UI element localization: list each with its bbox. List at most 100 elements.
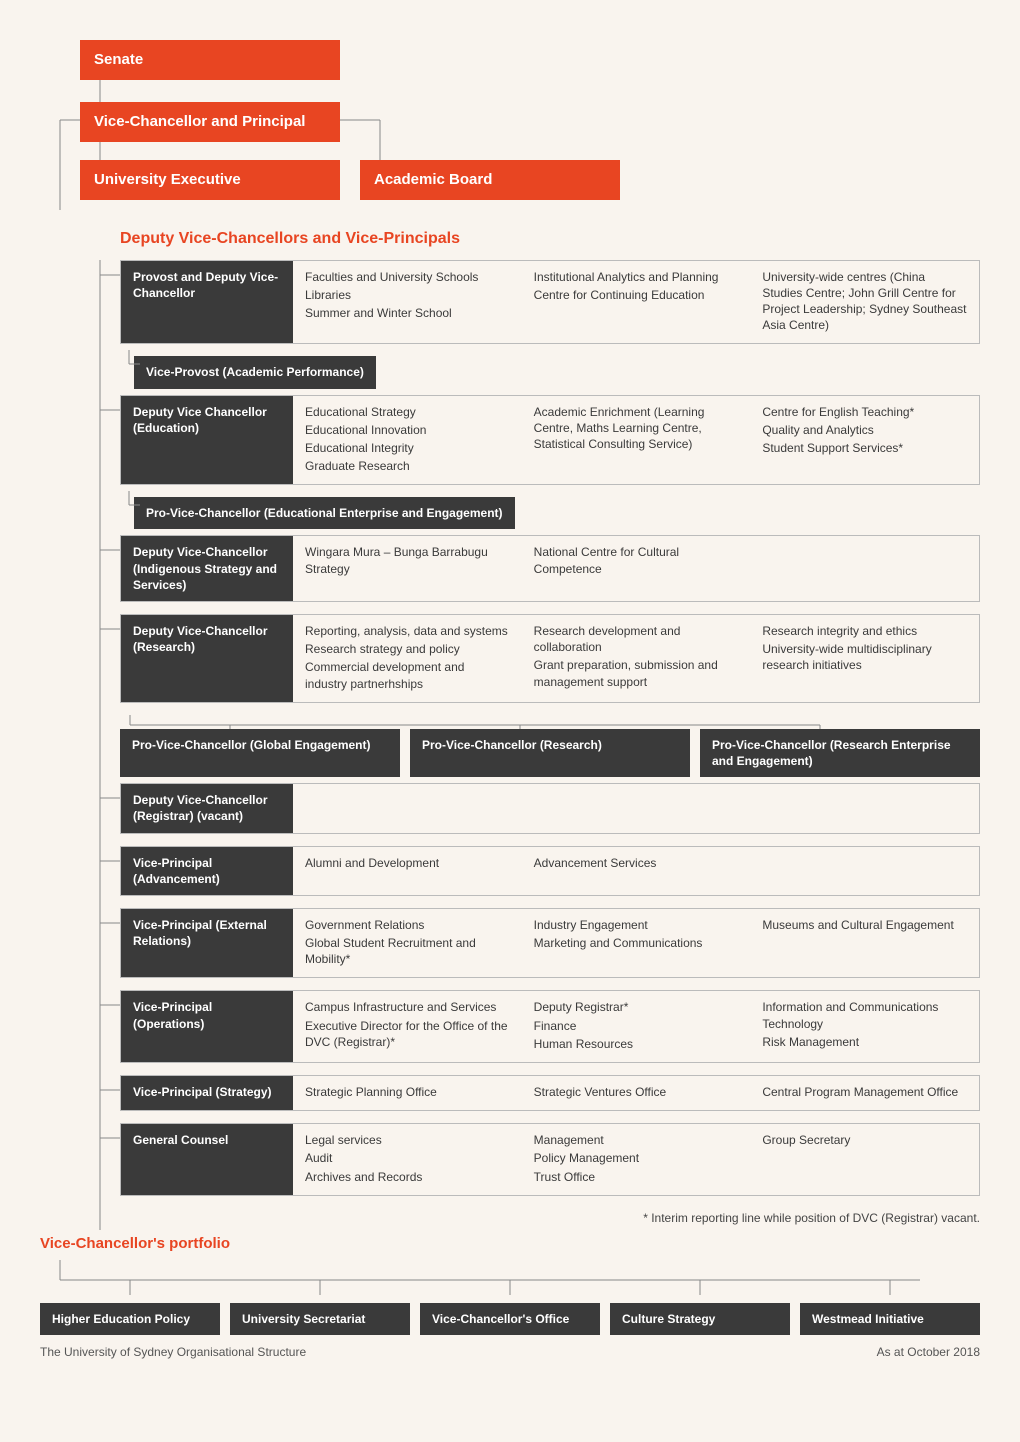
- col-item: Student Support Services*: [762, 440, 967, 456]
- sub-title: Pro-Vice-Chancellor (Educational Enterpr…: [134, 497, 515, 529]
- col-item: Deputy Registrar*: [534, 999, 739, 1015]
- row-col: Research integrity and ethicsUniversity-…: [750, 615, 979, 702]
- col-item: Risk Management: [762, 1034, 967, 1050]
- col-item: Educational Strategy: [305, 404, 510, 420]
- col-item: Group Secretary: [762, 1132, 967, 1148]
- col-item: Quality and Analytics: [762, 422, 967, 438]
- col-item: Wingara Mura – Bunga Barrabugu Strategy: [305, 544, 510, 576]
- row-col: Research development and collaborationGr…: [522, 615, 751, 702]
- row-col: Educational Strategy Educational Innovati…: [293, 396, 522, 485]
- col-item: Marketing and Communications: [534, 935, 739, 951]
- pvc-box: Pro-Vice-Chancellor (Research): [410, 729, 690, 777]
- row-col: Information and Communications Technolog…: [750, 991, 979, 1062]
- row-col: Management Policy Management Trust Office: [522, 1124, 751, 1195]
- row-col: Reporting, analysis, data and systems Res…: [293, 615, 522, 702]
- senate-box: Senate: [80, 40, 340, 80]
- rows-list: Provost and Deputy Vice-ChancellorFacult…: [40, 260, 980, 1202]
- col-item: University-wide centres (China Studies C…: [762, 269, 967, 334]
- row-col: Advancement Services: [522, 847, 751, 895]
- footer-right: As at October 2018: [877, 1344, 980, 1360]
- row-col: Academic Enrichment (Learning Centre, Ma…: [522, 396, 751, 485]
- dvc-row: Vice-Principal (External Relations) Gover…: [120, 908, 980, 985]
- col-item: Research integrity and ethics: [762, 623, 967, 639]
- pvc-box: Pro-Vice-Chancellor (Research Enterprise…: [700, 729, 980, 777]
- footer-left: The University of Sydney Organisational …: [40, 1344, 306, 1360]
- university-executive-box: University Executive: [80, 160, 340, 200]
- row-title: Vice-Principal (Strategy): [121, 1076, 293, 1110]
- sub-title: Vice-Provost (Academic Performance): [134, 356, 376, 388]
- row-col: Alumni and Development: [293, 847, 522, 895]
- col-item: Campus Infrastructure and Services: [305, 999, 510, 1015]
- col-item: Educational Innovation: [305, 422, 510, 438]
- dvc-row: Provost and Deputy Vice-ChancellorFacult…: [120, 260, 980, 351]
- col-item: Research development and collaboration: [534, 623, 739, 655]
- dvc-row: General CounselLegal servicesAuditArchiv…: [120, 1123, 980, 1202]
- portfolio-box: Culture Strategy: [610, 1303, 790, 1335]
- col-item: Academic Enrichment (Learning Centre, Ma…: [534, 404, 739, 453]
- vc-portfolio-title: Vice-Chancellor's portfolio: [40, 1234, 980, 1254]
- col-item: National Centre for Cultural Competence: [534, 544, 739, 576]
- row-col: [750, 536, 979, 601]
- row-col: Strategic Ventures Office: [522, 1076, 751, 1110]
- col-item: Strategic Ventures Office: [534, 1084, 739, 1100]
- academic-board-box: Academic Board: [360, 160, 620, 200]
- col-item: Advancement Services: [534, 855, 739, 871]
- col-item: Global Student Recruitment and Mobility*: [305, 935, 510, 967]
- col-item: Educational Integrity: [305, 440, 510, 456]
- row-col: Centre for English Teaching* Quality and …: [750, 396, 979, 485]
- row-title: Deputy Vice-Chancellor (Registrar) (vaca…: [121, 784, 293, 832]
- row-title: Deputy Vice Chancellor (Education): [121, 396, 293, 485]
- col-item: Archives and Records: [305, 1169, 510, 1185]
- row-col: [522, 784, 751, 832]
- col-item: Reporting, analysis, data and systems: [305, 623, 510, 639]
- col-item: Government Relations: [305, 917, 510, 933]
- row-title: Deputy Vice-Chancellor (Indigenous Strat…: [121, 536, 293, 601]
- col-item: Finance: [534, 1018, 739, 1034]
- row-title: Provost and Deputy Vice-Chancellor: [121, 261, 293, 344]
- col-item: Centre for Continuing Education: [534, 287, 739, 303]
- col-item: Alumni and Development: [305, 855, 510, 871]
- col-item: Policy Management: [534, 1150, 739, 1166]
- row-col: [293, 784, 522, 832]
- footer: The University of Sydney Organisational …: [40, 1344, 980, 1360]
- portfolio-box: Westmead Initiative: [800, 1303, 980, 1335]
- dvc-rows-container: Provost and Deputy Vice-ChancellorFacult…: [40, 260, 980, 1202]
- col-item: Commercial development and industry part…: [305, 659, 510, 691]
- col-item: Executive Director for the Office of the…: [305, 1018, 510, 1050]
- dvc-row: Deputy Vice Chancellor (Education)Educat…: [120, 395, 980, 492]
- row-col: Institutional Analytics and Planning Cent…: [522, 261, 751, 344]
- row-title: Vice-Principal (External Relations): [121, 909, 293, 978]
- col-item: Institutional Analytics and Planning: [534, 269, 739, 285]
- col-item: Centre for English Teaching*: [762, 404, 967, 420]
- portfolio-box: Vice-Chancellor's Office: [420, 1303, 600, 1335]
- col-item: Museums and Cultural Engagement: [762, 917, 967, 933]
- dvc-row: Vice-Principal (Operations)Campus Infras…: [120, 990, 980, 1069]
- row-title: Vice-Principal (Operations): [121, 991, 293, 1062]
- dvc-row: Deputy Vice-Chancellor (Registrar) (vaca…: [120, 783, 980, 839]
- col-item: Legal services: [305, 1132, 510, 1148]
- row-col: National Centre for Cultural Competence: [522, 536, 751, 601]
- row-col: Campus Infrastructure and Services Execut…: [293, 991, 522, 1062]
- col-item: Libraries: [305, 287, 510, 303]
- row-title: Vice-Principal (Advancement): [121, 847, 293, 895]
- dvc-row: Deputy Vice-Chancellor (Indigenous Strat…: [120, 535, 980, 608]
- top-hierarchy: Senate Vice-Chancellor and Principal Uni…: [40, 40, 980, 210]
- col-item: Trust Office: [534, 1169, 739, 1185]
- col-item: Summer and Winter School: [305, 305, 510, 321]
- portfolio-box: Higher Education Policy: [40, 1303, 220, 1335]
- dvc-row: Deputy Vice-Chancellor (Research)Reporti…: [120, 614, 980, 709]
- row-col: Wingara Mura – Bunga Barrabugu Strategy: [293, 536, 522, 601]
- pvc-row: Pro-Vice-Chancellor (Global Engagement)P…: [120, 729, 980, 777]
- col-item: Graduate Research: [305, 458, 510, 474]
- row-col: Faculties and University Schools Librarie…: [293, 261, 522, 344]
- row-title: Deputy Vice-Chancellor (Research): [121, 615, 293, 702]
- col-item: Research strategy and policy: [305, 641, 510, 657]
- row-col: [750, 784, 979, 832]
- col-item: Faculties and University Schools: [305, 269, 510, 285]
- row-col: Group Secretary: [750, 1124, 979, 1195]
- vc-box: Vice-Chancellor and Principal: [80, 102, 340, 142]
- col-item: Grant preparation, submission and manage…: [534, 657, 739, 689]
- pvc-box: Pro-Vice-Chancellor (Global Engagement): [120, 729, 400, 777]
- col-item: Management: [534, 1132, 739, 1148]
- row-col: Deputy Registrar*FinanceHuman Resources: [522, 991, 751, 1062]
